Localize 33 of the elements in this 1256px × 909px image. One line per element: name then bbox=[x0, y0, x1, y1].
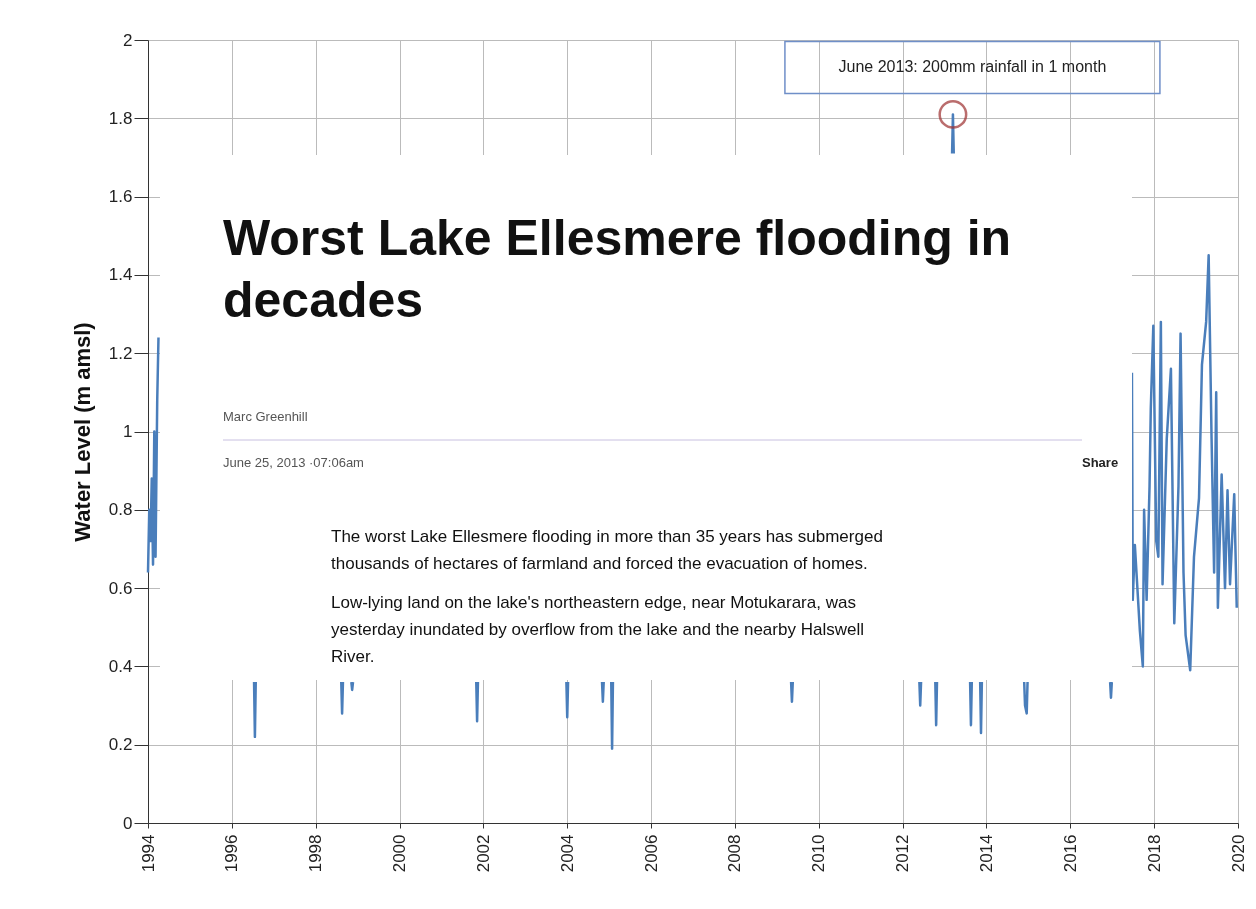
y-tick-label: 2 bbox=[123, 30, 133, 50]
y-tick-label: 1 bbox=[123, 422, 133, 441]
annotation: Marc Greenhill bbox=[223, 409, 308, 424]
annotation: June 2013: 200mm rainfall in 1 month bbox=[838, 58, 1107, 76]
x-tick-label: 1994 bbox=[138, 834, 158, 873]
annotation: Worst Lake Ellesmere flooding in decades bbox=[223, 210, 1012, 328]
y-axis-title: Water Level (m amsl) bbox=[69, 322, 95, 542]
x-tick-label: 2008 bbox=[725, 834, 745, 873]
y-tick-label: 1.8 bbox=[108, 108, 133, 128]
y-tick-label: 0 bbox=[123, 813, 133, 833]
x-tick-label: 2000 bbox=[390, 834, 410, 873]
x-tick-label: 1998 bbox=[306, 834, 326, 873]
annotation: June 25, 2013 ·07:06am bbox=[223, 455, 364, 470]
y-tick-label: 1.4 bbox=[108, 265, 133, 285]
x-tick-label: 2004 bbox=[557, 834, 577, 873]
x-tick-label: 2020 bbox=[1228, 834, 1248, 873]
x-tick-label: 2018 bbox=[1144, 834, 1164, 873]
y-tick-label: 1.2 bbox=[108, 343, 133, 363]
y-tick-label: 0.8 bbox=[108, 500, 133, 520]
x-tick-label: 2012 bbox=[893, 834, 913, 873]
x-tick-label: 1996 bbox=[222, 834, 242, 873]
y-tick-label: 0.2 bbox=[108, 735, 133, 755]
y-tick-label: 0.4 bbox=[108, 656, 133, 676]
x-tick-label: 2014 bbox=[976, 834, 996, 873]
x-tick-label: 2016 bbox=[1060, 834, 1080, 873]
x-tick-label: 2002 bbox=[473, 834, 493, 873]
annotation: Low-lying land on the lake's northeastern edge, near Motukarara, was yesterday inundated by overflow from the lake and the nearby Halswell River. bbox=[331, 593, 864, 666]
y-tick-label: 0.6 bbox=[108, 578, 133, 598]
annotation: The worst Lake Ellesmere flooding in more than 35 years has submerged thousands of hectares of farmland and forced the evacuation of homes. bbox=[331, 527, 883, 573]
y-tick-label: 1.6 bbox=[108, 187, 133, 207]
annotation: Share bbox=[1082, 455, 1119, 470]
x-tick-label: 2010 bbox=[809, 834, 829, 873]
x-tick-label: 2006 bbox=[641, 834, 661, 873]
